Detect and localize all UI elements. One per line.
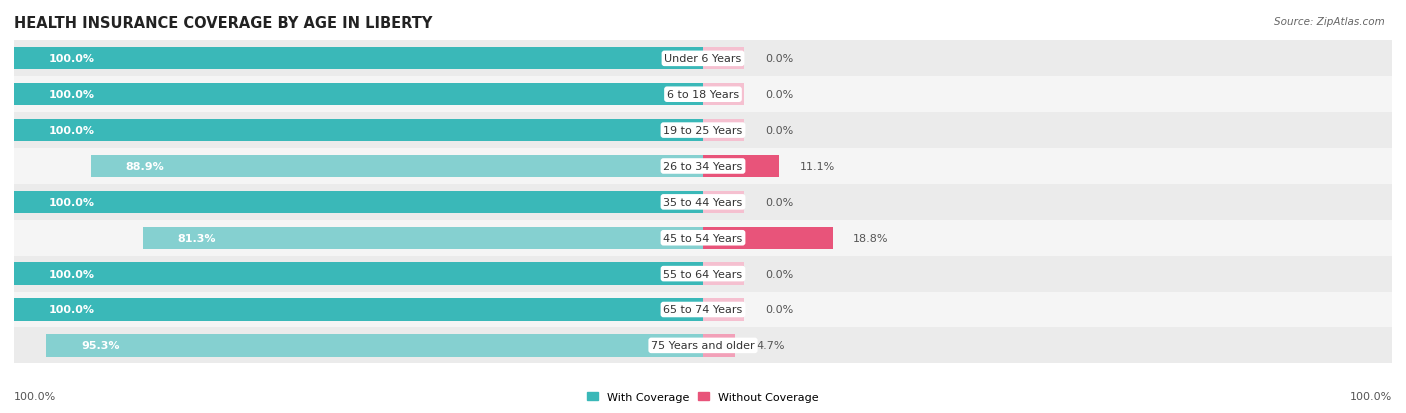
Bar bbox=[90, 155, 703, 178]
Bar bbox=[14, 41, 1392, 77]
Text: 95.3%: 95.3% bbox=[82, 341, 120, 351]
Text: 18.8%: 18.8% bbox=[853, 233, 889, 243]
Bar bbox=[14, 120, 703, 142]
Bar bbox=[14, 292, 1392, 328]
Text: 75 Years and older: 75 Years and older bbox=[651, 341, 755, 351]
Bar bbox=[14, 299, 703, 321]
Bar bbox=[14, 149, 1392, 185]
Bar bbox=[703, 335, 735, 357]
Text: 100.0%: 100.0% bbox=[1350, 391, 1392, 401]
Text: 100.0%: 100.0% bbox=[48, 54, 94, 64]
Text: 100.0%: 100.0% bbox=[48, 90, 94, 100]
Legend: With Coverage, Without Coverage: With Coverage, Without Coverage bbox=[582, 387, 824, 406]
Text: 4.7%: 4.7% bbox=[756, 341, 785, 351]
Text: 45 to 54 Years: 45 to 54 Years bbox=[664, 233, 742, 243]
Text: 35 to 44 Years: 35 to 44 Years bbox=[664, 197, 742, 207]
Text: 26 to 34 Years: 26 to 34 Years bbox=[664, 161, 742, 171]
Text: 0.0%: 0.0% bbox=[765, 197, 793, 207]
Bar bbox=[703, 227, 832, 249]
Text: 0.0%: 0.0% bbox=[765, 305, 793, 315]
Bar bbox=[703, 191, 744, 214]
Text: 0.0%: 0.0% bbox=[765, 54, 793, 64]
Text: HEALTH INSURANCE COVERAGE BY AGE IN LIBERTY: HEALTH INSURANCE COVERAGE BY AGE IN LIBE… bbox=[14, 15, 433, 31]
Bar bbox=[14, 263, 703, 285]
Bar bbox=[143, 227, 703, 249]
Text: 0.0%: 0.0% bbox=[765, 269, 793, 279]
Text: 88.9%: 88.9% bbox=[125, 161, 163, 171]
Text: 0.0%: 0.0% bbox=[765, 126, 793, 136]
Text: 100.0%: 100.0% bbox=[48, 269, 94, 279]
Text: 0.0%: 0.0% bbox=[765, 90, 793, 100]
Bar bbox=[703, 84, 744, 106]
Text: 19 to 25 Years: 19 to 25 Years bbox=[664, 126, 742, 136]
Text: 55 to 64 Years: 55 to 64 Years bbox=[664, 269, 742, 279]
Text: 100.0%: 100.0% bbox=[48, 197, 94, 207]
Bar bbox=[14, 328, 1392, 363]
Bar bbox=[703, 263, 744, 285]
Text: 11.1%: 11.1% bbox=[800, 161, 835, 171]
Bar bbox=[14, 220, 1392, 256]
Text: Source: ZipAtlas.com: Source: ZipAtlas.com bbox=[1274, 17, 1385, 26]
Bar bbox=[703, 155, 779, 178]
Bar bbox=[703, 48, 744, 70]
Text: Under 6 Years: Under 6 Years bbox=[665, 54, 741, 64]
Text: 100.0%: 100.0% bbox=[48, 126, 94, 136]
Text: 6 to 18 Years: 6 to 18 Years bbox=[666, 90, 740, 100]
Bar bbox=[46, 335, 703, 357]
Text: 100.0%: 100.0% bbox=[14, 391, 56, 401]
Bar bbox=[14, 48, 703, 70]
Bar bbox=[14, 77, 1392, 113]
Bar bbox=[14, 191, 703, 214]
Bar bbox=[14, 256, 1392, 292]
Text: 81.3%: 81.3% bbox=[177, 233, 217, 243]
Bar bbox=[14, 84, 703, 106]
Bar bbox=[703, 120, 744, 142]
Text: 100.0%: 100.0% bbox=[48, 305, 94, 315]
Bar bbox=[14, 185, 1392, 220]
Bar bbox=[14, 113, 1392, 149]
Text: 65 to 74 Years: 65 to 74 Years bbox=[664, 305, 742, 315]
Bar bbox=[703, 299, 744, 321]
